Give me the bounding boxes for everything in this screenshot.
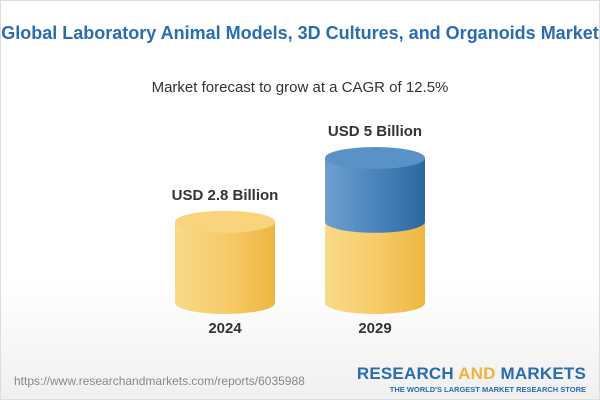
bar-2029-base-body — [325, 221, 425, 314]
brand-logo: RESEARCH AND MARKETS THE WORLD'S LARGEST… — [356, 364, 586, 394]
report-url[interactable]: https://www.researchandmarkets.com/repor… — [14, 374, 305, 388]
bar-2029-growth-top — [325, 147, 425, 169]
chart-title: Global Laboratory Animal Models, 3D Cult… — [1, 23, 599, 43]
value-label: USD 2.8 Billion — [172, 187, 279, 204]
category-label: 2024 — [208, 320, 242, 337]
chart-subtitle: Market forecast to grow at a CAGR of 12.… — [151, 79, 449, 96]
value-label: USD 5 Billion — [328, 123, 422, 140]
category-label: 2029 — [358, 320, 391, 337]
bar-2029-growth-body — [325, 158, 425, 233]
bar-2024-top — [175, 210, 275, 233]
bar-2024-body — [175, 221, 275, 314]
